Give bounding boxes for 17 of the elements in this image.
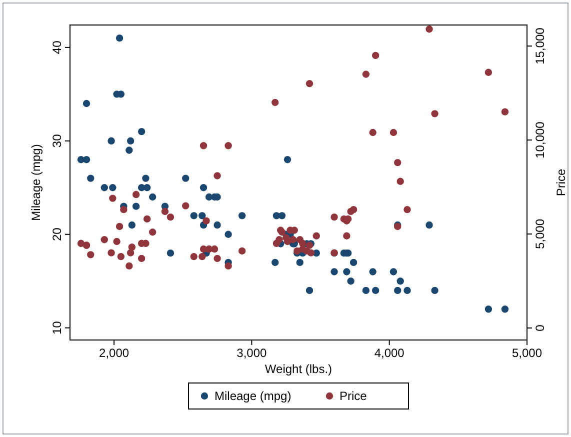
- x-axis-title: Weight (lbs.): [264, 362, 332, 376]
- y2-tick-label: 10,000: [533, 121, 547, 158]
- y2-tick-label: 15,000: [533, 27, 547, 64]
- y2-axis-title: Price: [554, 168, 568, 196]
- legend-label: Mileage (mpg): [214, 389, 292, 403]
- y2-tick-label: 5,000: [533, 218, 547, 250]
- y2-tick-label: 0: [533, 324, 547, 332]
- x-tick-label: 5,000: [512, 346, 542, 360]
- legend-label: Price: [340, 389, 368, 403]
- y-tick-label: 30: [50, 134, 64, 148]
- x-tick-label: 2,000: [99, 346, 130, 360]
- y-tick-label: 10: [50, 320, 64, 335]
- x-tick-label: 4,000: [374, 346, 405, 360]
- y-axis-title: Mileage (mpg): [29, 144, 43, 221]
- y-tick-label: 20: [50, 227, 64, 242]
- x-tick-label: 3,000: [236, 346, 268, 360]
- y-tick-label: 40: [50, 40, 64, 54]
